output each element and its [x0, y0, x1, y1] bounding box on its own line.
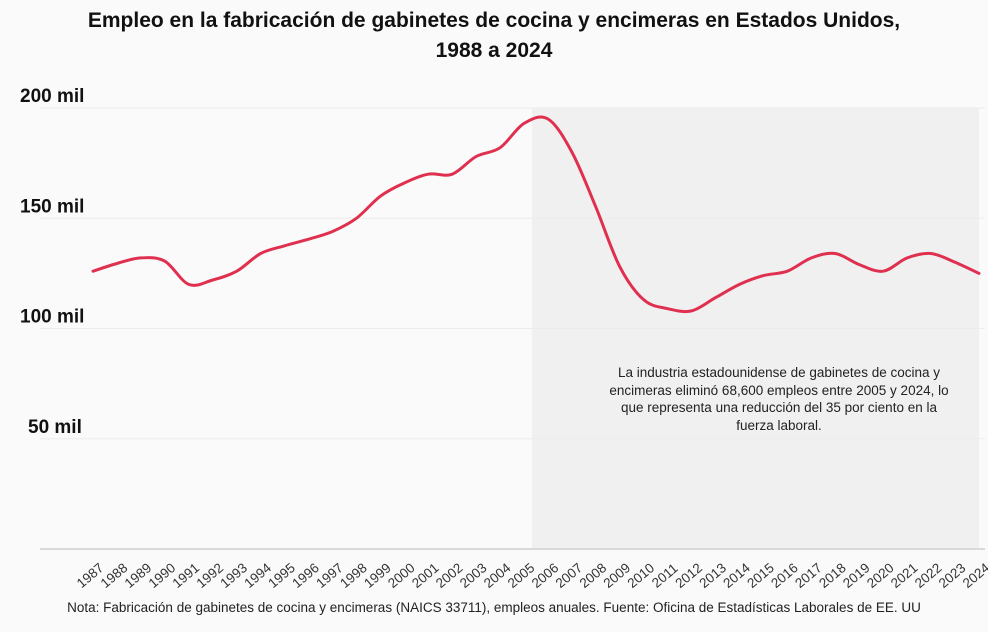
chart-title-line-1: Empleo en la fabricación de gabinetes de… [87, 9, 901, 32]
chart-title: Empleo en la fabricación de gabinetes de… [0, 6, 988, 66]
series-line-empleo [91, 115, 981, 314]
x-tick-label-2024: 2024 [960, 560, 988, 591]
y-axis-label-50: 50 mil [28, 417, 82, 438]
chart-annotation: La industria estadounidense de gabinetes… [609, 365, 949, 433]
y-axis-label-150: 150 mil [20, 196, 84, 217]
y-axis-label-200: 200 mil [20, 86, 84, 107]
y-axis-label-100: 100 mil [20, 307, 84, 328]
chart-source-note: Nota: Fabricación de gabinetes de cocina… [67, 600, 921, 615]
chart-title-line-2: 1988 a 2024 [435, 39, 553, 62]
